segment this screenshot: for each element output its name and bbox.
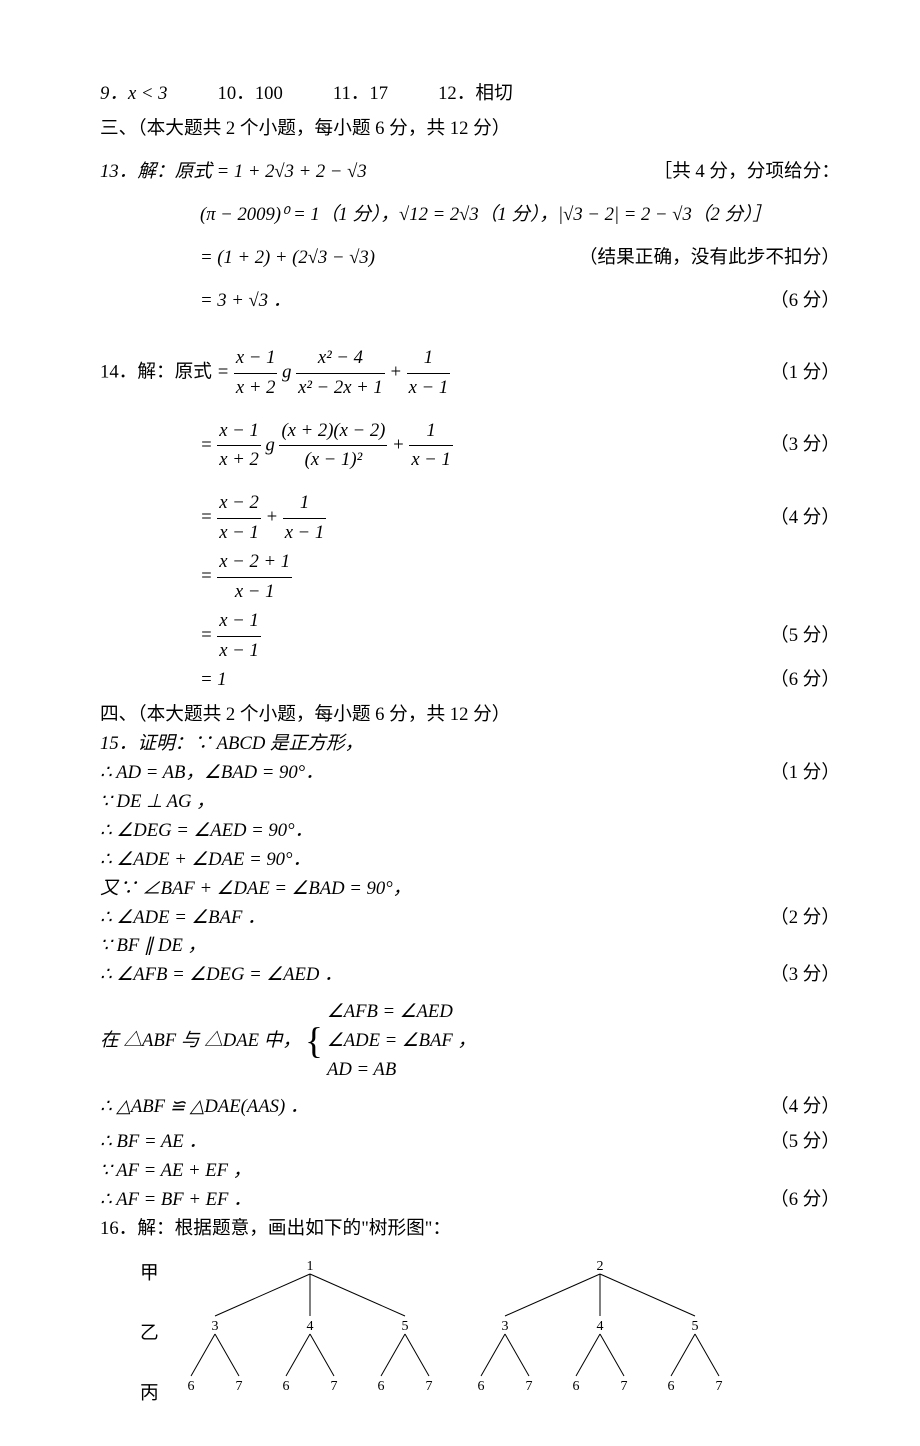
q13-step1-score: ［共 4 分，分项给分： — [637, 158, 840, 187]
q13-step2: = (1 + 2) + (2√3 − √3) （结果正确，没有此步不扣分） — [100, 244, 840, 273]
tree-diagram: 甲 乙 丙 12345345676767676767 — [100, 1256, 840, 1406]
q15-l6: 又∵ ∠BAF + ∠DAE = ∠BAD = 90°， — [100, 875, 840, 904]
q13-step2-note: （结果正确，没有此步不扣分） — [563, 244, 840, 273]
q13-step1-expr: 13．解：原式 = 1 + 2√3 + 2 − √3 — [100, 158, 367, 187]
q15-l8: ∵ BF ∥ DE ， — [100, 932, 840, 961]
svg-text:6: 6 — [478, 1379, 485, 1394]
ans-10: 10．100 — [218, 80, 283, 109]
q16-l1: 16．解：根据题意，画出如下的"树形图"： — [100, 1215, 840, 1244]
svg-text:4: 4 — [307, 1319, 314, 1334]
q15-l12: ∴ BF = AE ． （5 分） — [100, 1128, 840, 1157]
q14-label: 14．解：原式 — [100, 361, 212, 382]
q15-l14: ∴ AF = BF + EF ． （6 分） — [100, 1186, 840, 1215]
svg-text:6: 6 — [378, 1379, 385, 1394]
q15-system: 在 △ABF 与 △DAE 中， { ∠AFB = ∠AED ∠ADE = ∠B… — [100, 998, 840, 1085]
ans-9: 9．x < 3 — [100, 80, 168, 109]
q13-step3-score: （6 分） — [754, 287, 840, 316]
svg-text:7: 7 — [331, 1379, 338, 1394]
svg-text:7: 7 — [526, 1379, 533, 1394]
svg-text:4: 4 — [597, 1319, 604, 1334]
svg-text:3: 3 — [502, 1319, 509, 1334]
ans-11: 11．17 — [333, 80, 388, 109]
q14-step4: = x − 2 + 1x − 1 — [100, 548, 840, 607]
q14-s5-score: （5 分） — [754, 622, 840, 651]
q13-breakdown: (π − 2009)⁰ = 1（1 分），√12 = 2√3（1 分），|√3 … — [100, 201, 840, 230]
svg-text:1: 1 — [307, 1259, 314, 1274]
svg-text:5: 5 — [692, 1319, 699, 1334]
svg-text:7: 7 — [621, 1379, 628, 1394]
q13-step3-expr: = 3 + √3 ． — [200, 287, 291, 316]
section-4-heading: 四、（本大题共 2 个小题，每小题 6 分，共 12 分） — [100, 701, 840, 730]
svg-text:7: 7 — [716, 1379, 723, 1394]
q14-s3-score: （4 分） — [754, 504, 840, 533]
svg-text:5: 5 — [402, 1319, 409, 1334]
svg-text:6: 6 — [668, 1379, 675, 1394]
q15-l11: ∴ △ABF ≌ △DAE(AAS) ． （4 分） — [100, 1093, 840, 1122]
q15-l1: 15．证明：∵ ABCD 是正方形， — [100, 730, 840, 759]
answers-9-12: 9．x < 3 10．100 11．17 12．相切 — [100, 80, 840, 109]
q14-step1: 14．解：原式 = x − 1x + 2 g x² − 4x² − 2x + 1… — [100, 344, 840, 403]
q15-l9: ∴ ∠AFB = ∠DEG = ∠AED ． （3 分） — [100, 961, 840, 990]
q15-l7: ∴ ∠ADE = ∠BAF ． （2 分） — [100, 904, 840, 933]
svg-text:7: 7 — [426, 1379, 433, 1394]
q14-step6: = 1 （6 分） — [100, 666, 840, 695]
q15-l13: ∵ AF = AE + EF ， — [100, 1157, 840, 1186]
svg-text:3: 3 — [212, 1319, 219, 1334]
q14-step5: = x − 1x − 1 （5 分） — [100, 607, 840, 666]
tree-svg: 1 2 3 4 5 3 4 5 6 7 6 7 6 7 6 7 6 7 6 7 — [100, 1256, 840, 1406]
q15-l3: ∵ DE ⊥ AG ， — [100, 788, 840, 817]
ans-12: 12．相切 — [438, 80, 513, 109]
section-3-heading: 三、（本大题共 2 个小题，每小题 6 分，共 12 分） — [100, 115, 840, 144]
svg-text:6: 6 — [283, 1379, 290, 1394]
svg-text:7: 7 — [236, 1379, 243, 1394]
q13-step2-expr: = (1 + 2) + (2√3 − √3) — [200, 244, 375, 273]
svg-text:2: 2 — [597, 1259, 604, 1274]
q14-step2: = x − 1x + 2 g (x + 2)(x − 2)(x − 1)² + … — [100, 417, 840, 476]
q14-s6-score: （6 分） — [754, 666, 840, 695]
q13-step3: = 3 + √3 ． （6 分） — [100, 287, 840, 316]
q14-step3: = x − 2x − 1 + 1x − 1 （4 分） — [100, 489, 840, 548]
q14-s1-score: （1 分） — [754, 359, 840, 388]
svg-text:6: 6 — [573, 1379, 580, 1394]
svg-text:6: 6 — [188, 1379, 195, 1394]
q15-l4: ∴ ∠DEG = ∠AED = 90°． — [100, 817, 840, 846]
q14-s2-score: （3 分） — [754, 431, 840, 460]
q15-l2: ∴ AD = AB，∠BAD = 90°． （1 分） — [100, 759, 840, 788]
q15-l5: ∴ ∠ADE + ∠DAE = 90°． — [100, 846, 840, 875]
q13-step1: 13．解：原式 = 1 + 2√3 + 2 − √3 ［共 4 分，分项给分： — [100, 158, 840, 187]
